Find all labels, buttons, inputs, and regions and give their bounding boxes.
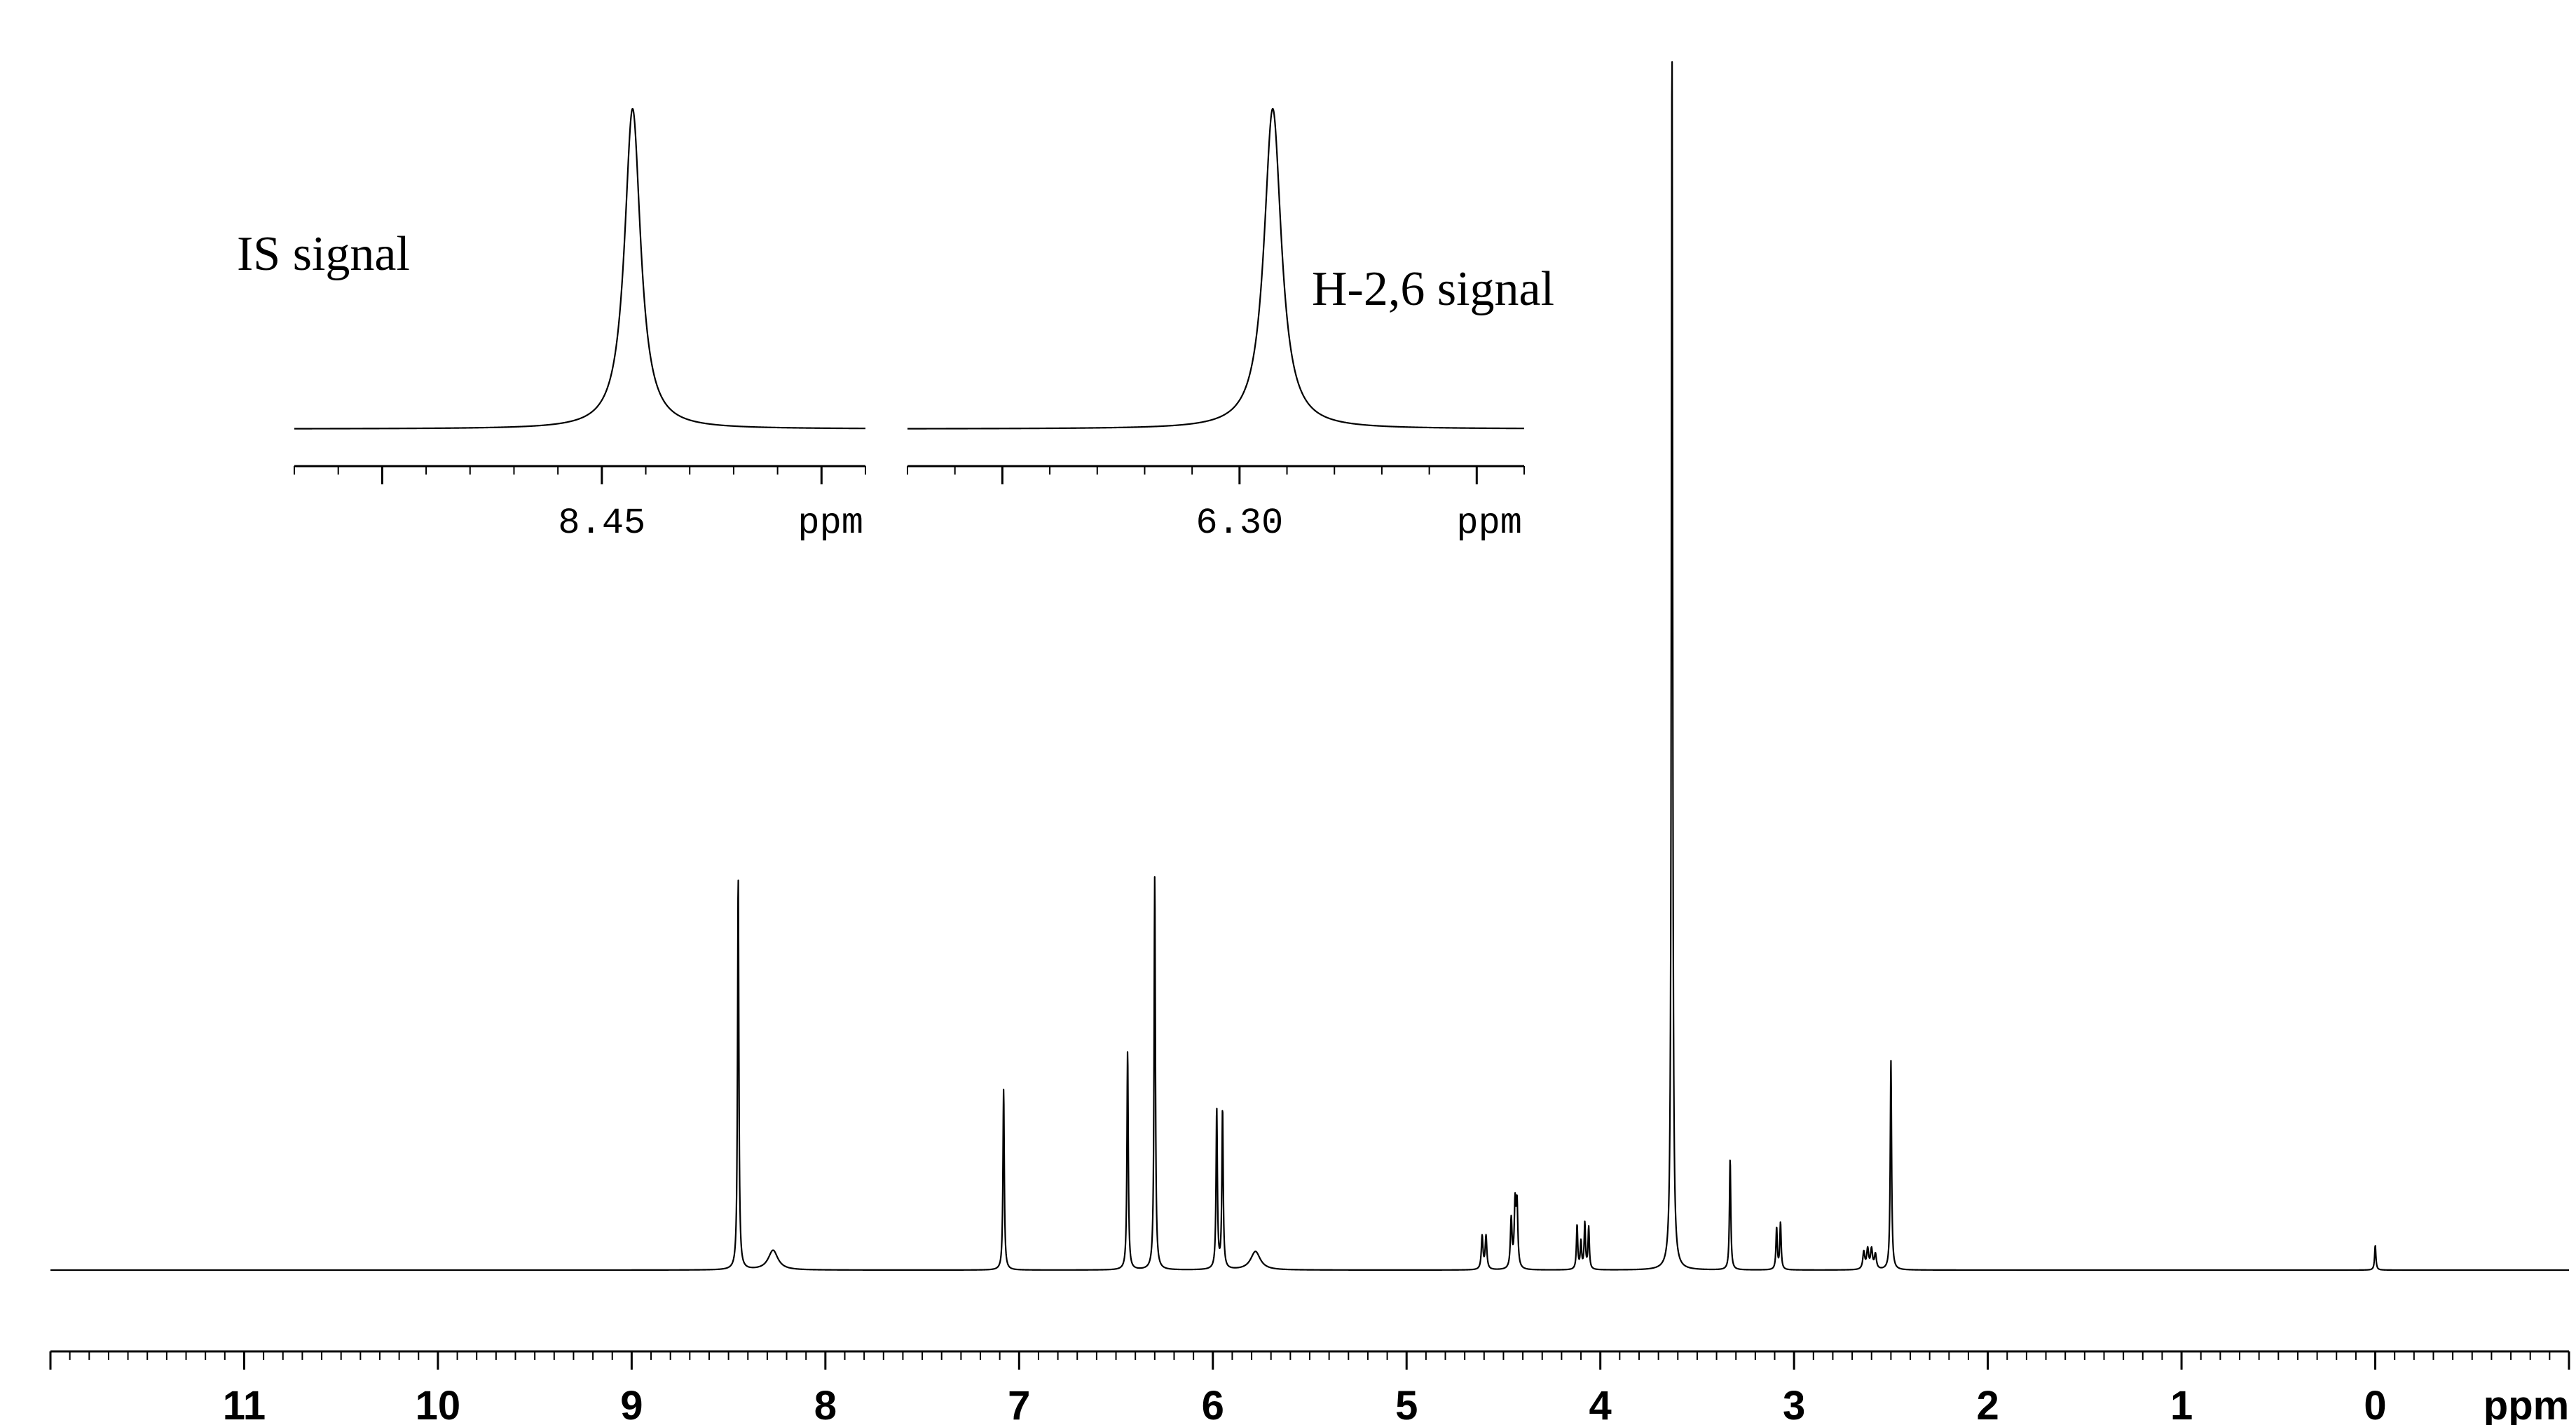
inset-h26-signal-unit-label: ppm xyxy=(1456,503,1522,544)
inset-is-signal-annotation: IS signal xyxy=(237,227,410,281)
inset-h26-signal-minor-ticks xyxy=(907,466,1525,484)
main-x-axis-major-ticks xyxy=(49,1351,2570,1370)
inset-is-signal-minor-ticks xyxy=(294,466,866,484)
main-x-tick-label: 11 xyxy=(223,1383,266,1425)
inset-is-signal-tick-labels: 8.45 xyxy=(558,503,645,544)
main-x-axis-unit-label: ppm xyxy=(2483,1383,2569,1425)
main-x-tick-label: 3 xyxy=(1783,1383,1805,1425)
inset-is-signal-trace xyxy=(294,108,866,430)
main-x-tick-label: 5 xyxy=(1395,1383,1418,1425)
main-x-tick-label: 1 xyxy=(2170,1383,2193,1425)
main-x-tick-label: 8 xyxy=(814,1383,837,1425)
main-x-tick-label: 9 xyxy=(620,1383,643,1425)
inset-h26-signal-trace xyxy=(907,108,1525,430)
inset-h26-signal-annotation: H-2,6 signal xyxy=(1312,262,1554,316)
main-x-tick-label: 6 xyxy=(1202,1383,1224,1425)
inset-h26-signal: H-2,6 signal 6.30 ppm xyxy=(907,108,1554,544)
inset-is-signal: IS signal 8.45 ppm xyxy=(237,108,866,544)
main-x-tick-label: 0 xyxy=(2364,1383,2386,1425)
main-x-tick-label: 10 xyxy=(416,1383,461,1425)
main-spectrum: 11 10 9 8 7 6 5 4 3 2 1 0 ppm xyxy=(49,61,2570,1425)
main-x-tick-label: 4 xyxy=(1589,1383,1612,1425)
inset-h26-signal-tick-labels: 6.30 xyxy=(1195,503,1283,544)
inset-x-tick-label: 6.30 xyxy=(1195,503,1283,544)
main-x-tick-label: 7 xyxy=(1008,1383,1030,1425)
inset-is-signal-unit-label: ppm xyxy=(797,503,863,544)
main-x-axis-minor-ticks xyxy=(69,1351,2551,1360)
inset-x-tick-label: 8.45 xyxy=(558,503,645,544)
main-spectrum-trace xyxy=(50,61,2570,1271)
main-x-tick-label: 2 xyxy=(1976,1383,1999,1425)
main-x-axis-tick-labels: 11 10 9 8 7 6 5 4 3 2 1 0 xyxy=(223,1383,2387,1425)
